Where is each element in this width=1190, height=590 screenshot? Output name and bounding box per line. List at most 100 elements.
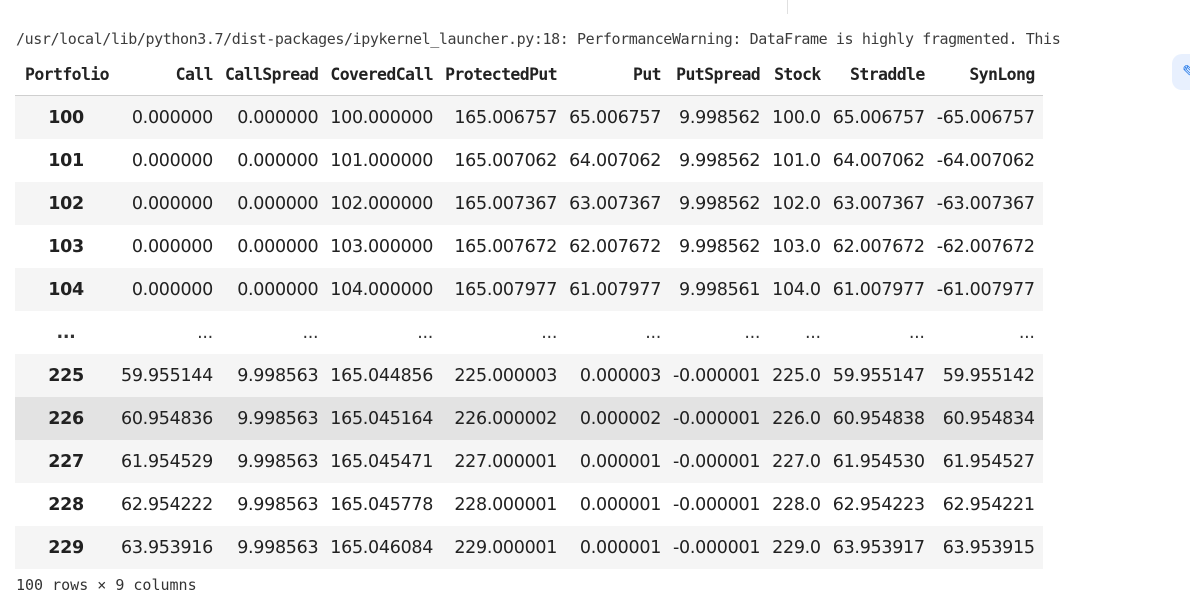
column-header: CallSpread — [220, 53, 327, 96]
table-cell: 61.954527 — [932, 440, 1043, 483]
table-row: 102 0.000000 0.000000 102.000000 165.007367 6… — [15, 182, 1043, 225]
table-cell: 9.998563 — [220, 483, 327, 526]
table-header-row: Portfolio Call CallSpread CoveredCall Pr… — [15, 53, 1043, 96]
table-cell: 103.0 — [768, 225, 829, 268]
row-index: 104 — [15, 268, 118, 311]
table-cell: 100.0 — [768, 95, 829, 139]
table-cell: -62.007672 — [932, 225, 1043, 268]
table-cell: 59.955144 — [117, 354, 221, 397]
table-cell: 0.000000 — [220, 95, 327, 139]
table-cell: -0.000001 — [669, 397, 769, 440]
table-cell: 229.0 — [768, 526, 829, 569]
table-cell: -65.006757 — [932, 95, 1043, 139]
table-row: 226 60.954836 9.998563 165.045164 226.000002… — [15, 397, 1043, 440]
column-header: CoveredCall — [326, 53, 442, 96]
table-row: 100 0.000000 0.000000 100.000000 165.006757 6… — [15, 95, 1043, 139]
table-cell: 228.0 — [768, 483, 829, 526]
table-cell: 165.045164 — [326, 397, 442, 440]
table-cell: 101.000000 — [326, 139, 442, 182]
table-cell: 0.000000 — [117, 268, 221, 311]
pencil-icon: ✎ — [1182, 62, 1190, 83]
ellipsis-row: .............................. — [15, 311, 1043, 354]
table-cell: 9.998563 — [220, 440, 327, 483]
table-cell: ... — [828, 311, 933, 354]
table-cell: 227.000001 — [441, 440, 566, 483]
edit-cell-button[interactable]: ✎ — [1172, 54, 1190, 90]
table-cell: 165.007062 — [441, 139, 566, 182]
cell-divider — [787, 0, 788, 14]
table-cell: 62.954222 — [117, 483, 221, 526]
row-index: 225 — [15, 354, 118, 397]
column-header: Straddle — [828, 53, 933, 96]
table-cell: 226.000002 — [441, 397, 566, 440]
table-cell: 165.007672 — [441, 225, 566, 268]
table-cell: 165.007367 — [441, 182, 566, 225]
table-cell: 165.045778 — [326, 483, 442, 526]
dataframe-table: Portfolio Call CallSpread CoveredCall Pr… — [15, 53, 1043, 569]
row-index: ... — [15, 311, 118, 354]
table-cell: 61.954529 — [117, 440, 221, 483]
table-cell: 61.007977 — [565, 268, 670, 311]
table-cell: -0.000001 — [669, 354, 769, 397]
table-cell: 62.954223 — [828, 483, 933, 526]
table-cell: 9.998563 — [220, 397, 327, 440]
table-cell: 0.000002 — [565, 397, 670, 440]
table-cell: -63.007367 — [932, 182, 1043, 225]
table-cell: 165.006757 — [441, 95, 566, 139]
table-cell: 9.998562 — [669, 95, 769, 139]
table-cell: 60.954834 — [932, 397, 1043, 440]
table-cell: 63.007367 — [565, 182, 670, 225]
table-cell: 9.998562 — [669, 139, 769, 182]
table-cell: 103.000000 — [326, 225, 442, 268]
table-cell: 63.953915 — [932, 526, 1043, 569]
table-cell: 60.954836 — [117, 397, 221, 440]
table-cell: ... — [117, 311, 221, 354]
table-shape-footer: 100 rows × 9 columns — [16, 576, 197, 590]
row-index: 226 — [15, 397, 118, 440]
table-row: 227 61.954529 9.998563 165.045471 227.000001… — [15, 440, 1043, 483]
table-cell: -0.000001 — [669, 526, 769, 569]
table-cell: 0.000000 — [220, 139, 327, 182]
table-row: 228 62.954222 9.998563 165.045778 228.000001… — [15, 483, 1043, 526]
table-cell: 226.0 — [768, 397, 829, 440]
table-cell: 9.998563 — [220, 354, 327, 397]
table-cell: 165.007977 — [441, 268, 566, 311]
table-cell: -0.000001 — [669, 440, 769, 483]
table-cell: ... — [565, 311, 670, 354]
table-cell: 0.000000 — [220, 268, 327, 311]
table-cell: 102.000000 — [326, 182, 442, 225]
table-row: 101 0.000000 0.000000 101.000000 165.007062 6… — [15, 139, 1043, 182]
table-body: 100 0.000000 0.000000 100.000000 165.006757 6… — [15, 95, 1043, 569]
table-cell: -0.000001 — [669, 483, 769, 526]
table-cell: ... — [441, 311, 566, 354]
table-cell: -61.007977 — [932, 268, 1043, 311]
table-cell: 62.007672 — [828, 225, 933, 268]
row-index: 101 — [15, 139, 118, 182]
table-cell: 165.046084 — [326, 526, 442, 569]
table-cell: 0.000000 — [117, 182, 221, 225]
table-cell: 59.955142 — [932, 354, 1043, 397]
table-cell: 0.000001 — [565, 526, 670, 569]
table-cell: 63.953916 — [117, 526, 221, 569]
table-cell: 229.000001 — [441, 526, 566, 569]
column-header: SynLong — [932, 53, 1043, 96]
table-cell: 60.954838 — [828, 397, 933, 440]
table-cell: 9.998562 — [669, 182, 769, 225]
table-cell: 9.998562 — [669, 225, 769, 268]
column-header: PutSpread — [669, 53, 769, 96]
table-cell: 0.000003 — [565, 354, 670, 397]
table-cell: 102.0 — [768, 182, 829, 225]
table-cell: 101.0 — [768, 139, 829, 182]
table-cell: ... — [669, 311, 769, 354]
table-cell: 65.006757 — [828, 95, 933, 139]
table-cell: 165.045471 — [326, 440, 442, 483]
table-cell: 0.000000 — [220, 225, 327, 268]
table-cell: 64.007062 — [828, 139, 933, 182]
table-cell: 61.954530 — [828, 440, 933, 483]
table-row: 103 0.000000 0.000000 103.000000 165.007672 6… — [15, 225, 1043, 268]
table-cell: 64.007062 — [565, 139, 670, 182]
table-row: 104 0.000000 0.000000 104.000000 165.007977 6… — [15, 268, 1043, 311]
table-cell: ... — [932, 311, 1043, 354]
table-cell: 225.0 — [768, 354, 829, 397]
table-cell: 0.000001 — [565, 483, 670, 526]
